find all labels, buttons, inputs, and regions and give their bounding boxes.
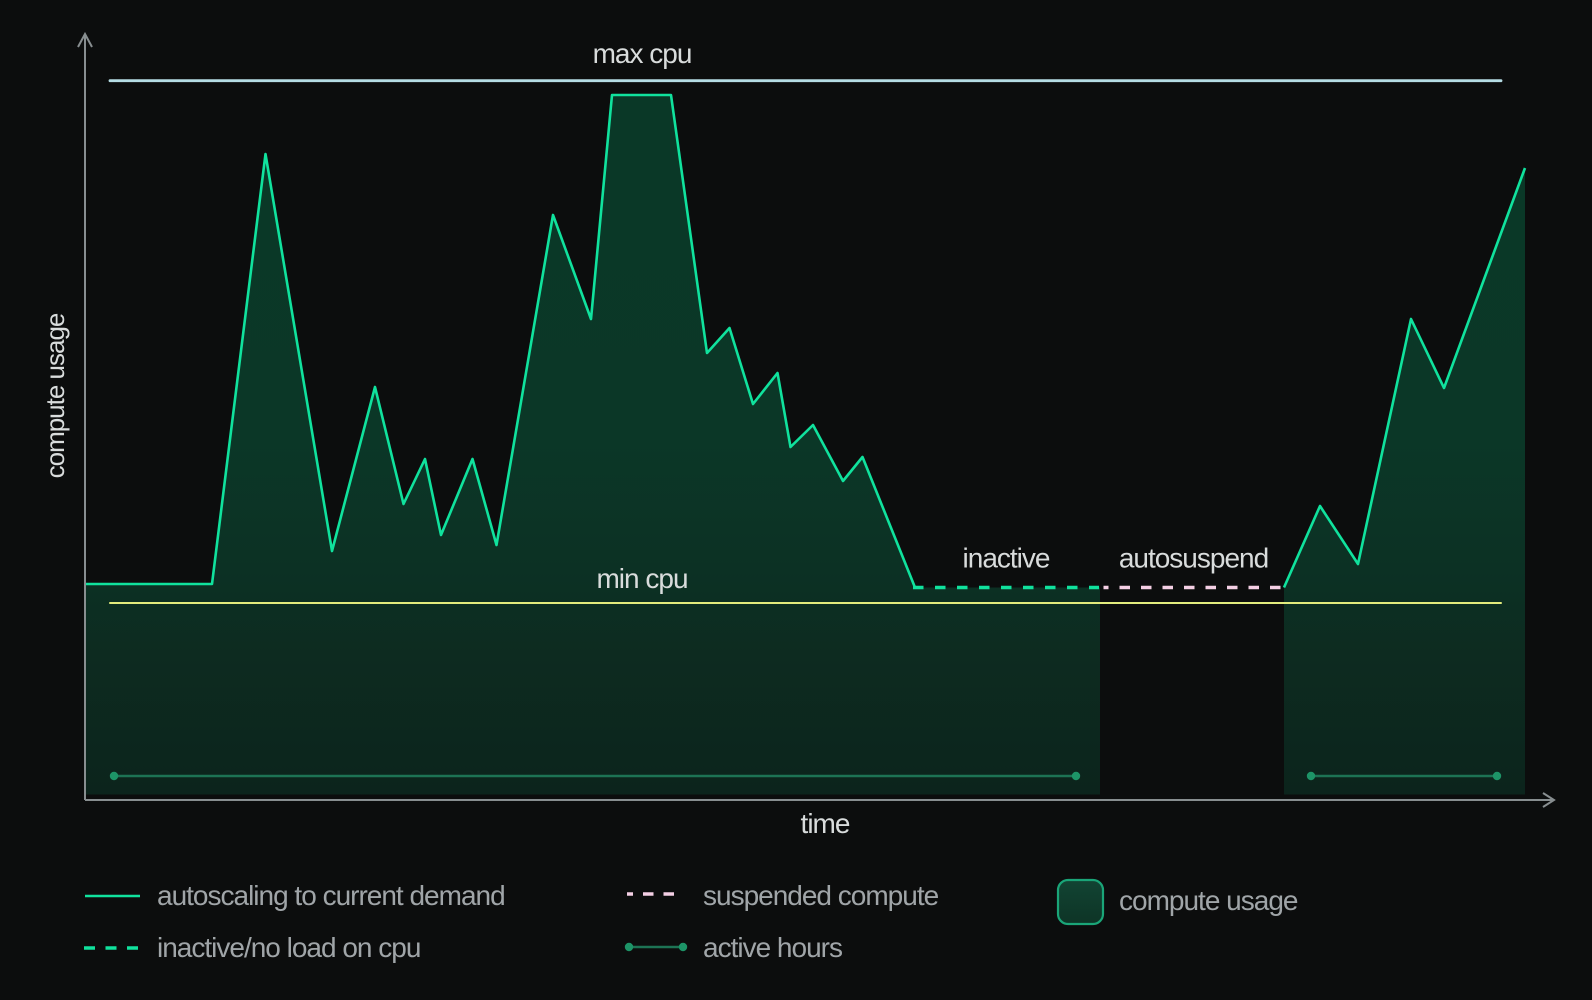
svg-text:inactive: inactive xyxy=(963,543,1050,574)
svg-text:min cpu: min cpu xyxy=(596,563,687,594)
svg-text:compute usage: compute usage xyxy=(1119,885,1298,916)
svg-text:suspended compute: suspended compute xyxy=(703,880,939,911)
svg-text:autosuspend: autosuspend xyxy=(1119,543,1268,574)
svg-text:inactive/no load on cpu: inactive/no load on cpu xyxy=(157,932,420,963)
svg-text:time: time xyxy=(801,808,850,839)
svg-text:active hours: active hours xyxy=(703,932,842,963)
svg-text:autoscaling to current demand: autoscaling to current demand xyxy=(157,880,505,911)
svg-text:compute usage: compute usage xyxy=(40,313,70,478)
svg-text:max cpu: max cpu xyxy=(593,38,692,69)
